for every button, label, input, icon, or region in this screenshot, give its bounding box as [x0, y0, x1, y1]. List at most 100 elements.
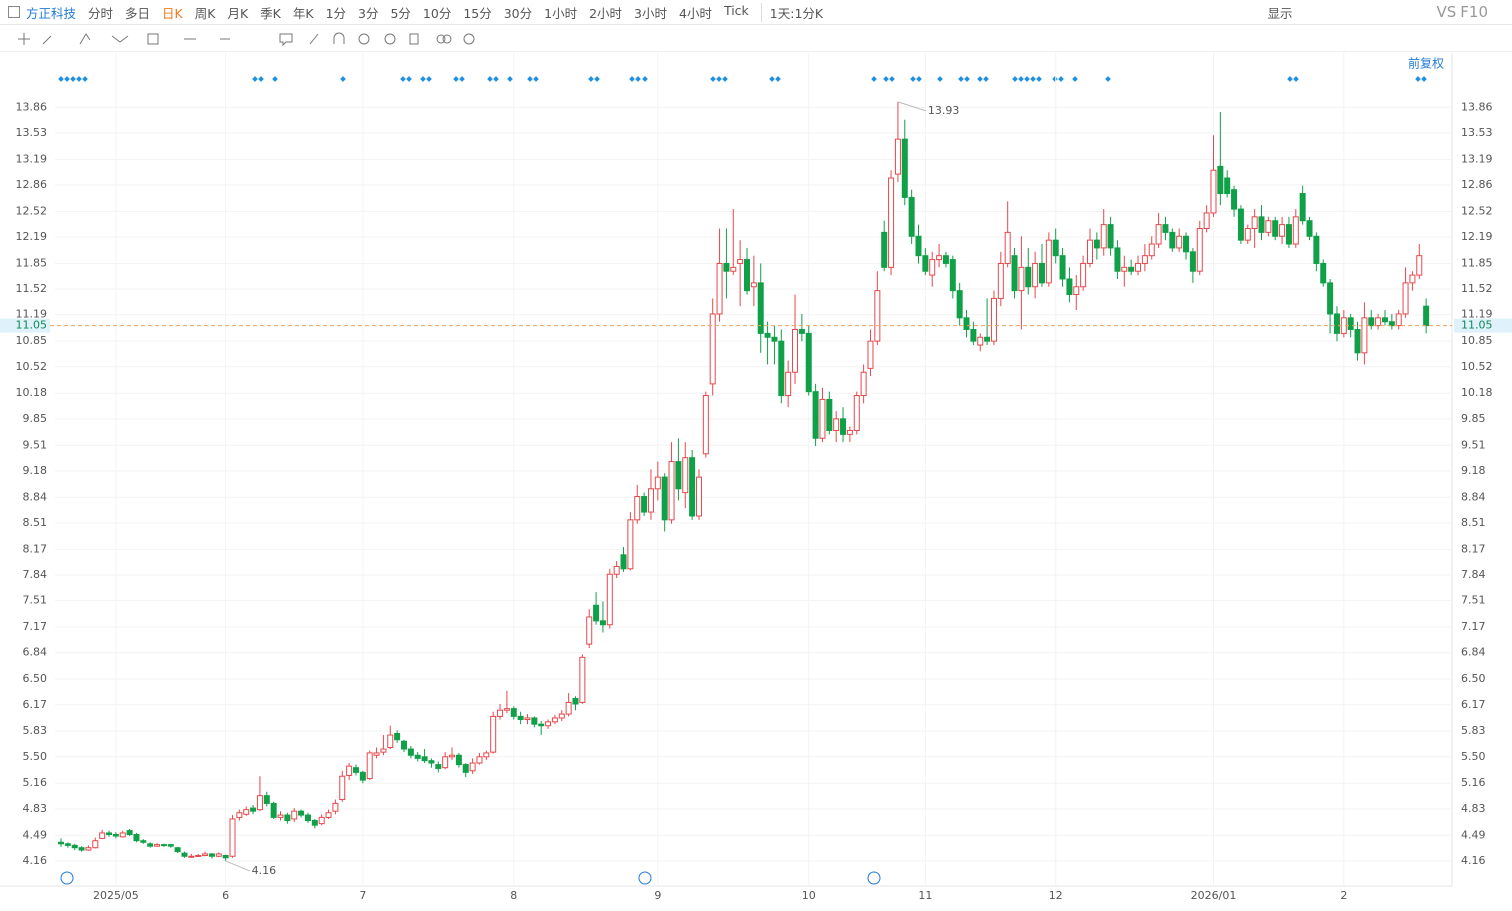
event-marker[interactable]: [1024, 76, 1030, 82]
candle-body: [298, 810, 305, 816]
period-tab[interactable]: 4小时: [679, 5, 712, 21]
symbol[interactable]: 方正科技: [26, 5, 77, 21]
event-marker[interactable]: [1052, 76, 1058, 82]
period-tab[interactable]: 日K: [162, 5, 183, 21]
event-marker[interactable]: [910, 76, 916, 82]
icon[interactable]: [8, 6, 20, 18]
candle-body: [140, 840, 147, 843]
event-marker[interactable]: [453, 76, 459, 82]
event-marker[interactable]: [70, 76, 76, 82]
event-marker[interactable]: [400, 76, 406, 82]
event-marker[interactable]: [1105, 76, 1111, 82]
event-marker[interactable]: [533, 76, 539, 82]
event-marker[interactable]: [722, 76, 728, 82]
period-tab[interactable]: 年K: [292, 5, 314, 21]
tool-icons[interactable]: [18, 32, 475, 47]
event-marker[interactable]: [1058, 76, 1064, 82]
event-marker[interactable]: [1287, 76, 1293, 82]
event-marker[interactable]: [1030, 76, 1036, 82]
last-price-box: [0, 318, 50, 333]
period-tab[interactable]: 季K: [260, 5, 281, 21]
event-marker[interactable]: [871, 76, 877, 82]
y-tick-label-right: 8.84: [1461, 490, 1486, 503]
y-tick-label: 12.52: [16, 204, 48, 217]
event-marker[interactable]: [594, 76, 600, 82]
f10-button[interactable]: F10: [1460, 3, 1488, 21]
event-marker[interactable]: [64, 76, 70, 82]
y-tick-label: 6.50: [23, 672, 48, 685]
event-marker[interactable]: [983, 76, 989, 82]
event-marker[interactable]: [487, 76, 493, 82]
event-marker[interactable]: [1072, 76, 1078, 82]
event-marker[interactable]: [642, 76, 648, 82]
event-marker[interactable]: [716, 76, 722, 82]
period-tab[interactable]: 2小时: [589, 5, 623, 21]
candle-body: [1203, 212, 1210, 229]
event-marker[interactable]: [958, 76, 964, 82]
event-marker[interactable]: [883, 76, 889, 82]
event-marker[interactable]: [588, 76, 594, 82]
event-marker[interactable]: [775, 76, 781, 82]
period-tab[interactable]: 分时: [88, 5, 114, 21]
event-marker[interactable]: [1018, 76, 1024, 82]
event-marker[interactable]: [493, 76, 499, 82]
candle-body: [1169, 231, 1176, 249]
event-marker[interactable]: [507, 76, 513, 82]
period-tab[interactable]: 3分: [358, 5, 379, 21]
y-tick-label: 11.85: [16, 256, 48, 269]
event-marker[interactable]: [635, 76, 641, 82]
last-price-label-right: 11.05: [1461, 319, 1493, 332]
event-marker[interactable]: [1036, 76, 1042, 82]
candle-body: [1402, 282, 1409, 315]
event-marker[interactable]: [406, 76, 412, 82]
candle-body: [1100, 224, 1107, 249]
event-marker[interactable]: [272, 76, 278, 82]
event-marker[interactable]: [964, 76, 970, 82]
event-marker[interactable]: [252, 76, 258, 82]
period-tab[interactable]: Tick: [723, 2, 749, 18]
period-tab[interactable]: 1分: [325, 5, 347, 21]
event-marker[interactable]: [58, 76, 64, 82]
candle-body: [1333, 313, 1340, 334]
period-tab[interactable]: 5分: [390, 5, 411, 21]
event-marker[interactable]: [82, 76, 88, 82]
adjust-mode[interactable]: 前复权: [1408, 56, 1444, 71]
event-marker[interactable]: [426, 76, 432, 82]
candle-body: [757, 282, 764, 334]
event-marker[interactable]: [889, 76, 895, 82]
event-marker[interactable]: [769, 76, 775, 82]
vs-button[interactable]: VS: [1436, 3, 1457, 21]
period-tab[interactable]: 3小时: [634, 5, 667, 21]
period-tab[interactable]: 1小时: [544, 5, 578, 21]
event-marker[interactable]: [977, 76, 983, 82]
period-tab[interactable]: 15分: [463, 5, 492, 21]
event-marker[interactable]: [1421, 76, 1427, 82]
candle-body: [332, 802, 339, 812]
event-marker[interactable]: [1415, 76, 1421, 82]
period-tab[interactable]: 30分: [503, 5, 533, 21]
event-marker[interactable]: [258, 76, 264, 82]
event-marker[interactable]: [76, 76, 82, 82]
event-marker[interactable]: [340, 76, 346, 82]
event-marker[interactable]: [629, 76, 635, 82]
y-tick-label: 5.50: [23, 750, 48, 763]
period-tab[interactable]: 周K: [194, 5, 216, 21]
event-marker[interactable]: [937, 76, 943, 82]
period-tab[interactable]: 多日: [125, 5, 151, 21]
y-tick-label-right: 8.17: [1461, 542, 1486, 555]
event-marker[interactable]: [1293, 76, 1299, 82]
event-marker[interactable]: [527, 76, 533, 82]
period-tab[interactable]: 10分: [422, 5, 452, 21]
range-selector[interactable]: 1天:1分K: [760, 2, 823, 22]
display-menu[interactable]: 显示: [1267, 5, 1293, 21]
candle-body: [510, 708, 517, 717]
event-marker[interactable]: [710, 76, 716, 82]
event-marker[interactable]: [459, 76, 465, 82]
event-marker[interactable]: [916, 76, 922, 82]
period-tab[interactable]: 月K: [227, 5, 249, 21]
y-tick-label-right: 12.19: [1461, 230, 1493, 243]
candle-body: [901, 138, 908, 198]
event-marker[interactable]: [420, 76, 426, 82]
event-marker[interactable]: [1012, 76, 1018, 82]
event-icons[interactable]: [60, 871, 881, 885]
